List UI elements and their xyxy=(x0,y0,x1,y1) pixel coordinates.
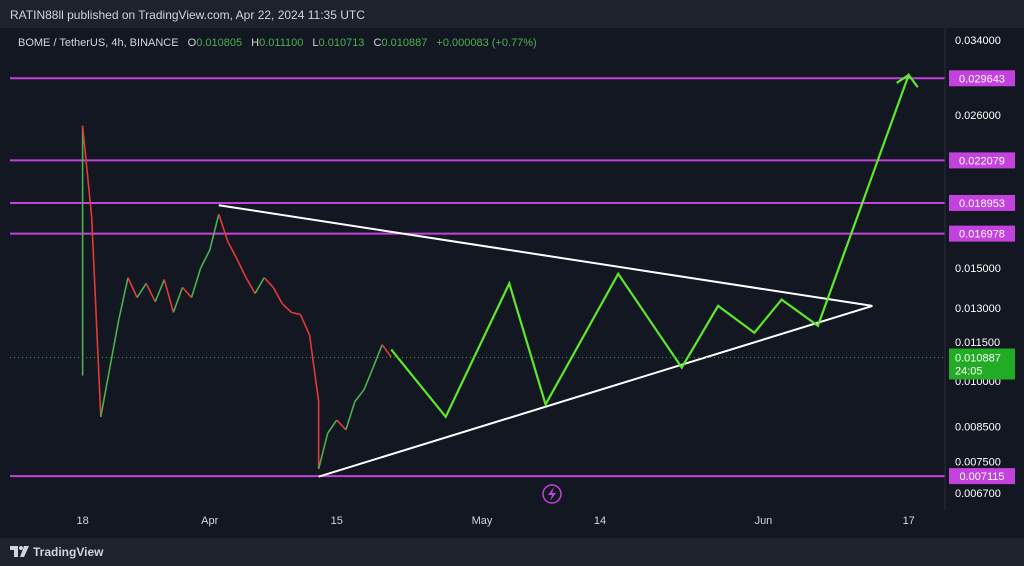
x-tick-label: Jun xyxy=(755,515,773,527)
y-tick-label: 0.008500 xyxy=(955,422,1001,434)
price-segment xyxy=(245,277,256,294)
level-tag xyxy=(949,225,1015,242)
price-segment xyxy=(291,311,301,316)
legend-line: BOME / TetherUS, 4h, BINANCE O0.010805 H… xyxy=(18,37,537,49)
price-segment xyxy=(254,277,265,294)
price-segment xyxy=(299,314,311,336)
legend-o-value: 0.010805 xyxy=(196,37,242,49)
price-segment xyxy=(272,287,284,305)
legend-h-label: H xyxy=(251,37,259,49)
price-segment xyxy=(99,367,111,417)
y-tick-label: 0.034000 xyxy=(955,35,1001,47)
current-price-label: 0.010887 xyxy=(955,353,1001,365)
price-segment xyxy=(118,277,129,320)
price-chart[interactable]: 0.029643 0.022079 0.018953 0.016978 0.007115… xyxy=(0,28,1024,538)
price-segment xyxy=(136,283,147,298)
price-segment xyxy=(236,258,247,278)
footer-brand: TradingView xyxy=(33,545,104,559)
projection-path xyxy=(390,72,919,419)
y-tick-label: 0.011500 xyxy=(955,337,1000,349)
price-segment xyxy=(81,125,93,218)
price-segment xyxy=(281,303,292,313)
y-tick-label: 0.006700 xyxy=(955,488,1001,500)
price-segment xyxy=(354,389,365,402)
y-tick-label: 0.013000 xyxy=(955,303,1001,315)
current-price-countdown: 24:05 xyxy=(955,366,983,378)
x-tick-label: May xyxy=(472,515,493,527)
price-segment xyxy=(336,419,347,431)
level-tag xyxy=(949,152,1015,169)
publisher-bar: RATIN88ll published on TradingView.com, … xyxy=(0,0,1024,28)
price-segment xyxy=(145,283,156,303)
price-segment xyxy=(218,214,229,242)
price-segment xyxy=(127,277,138,298)
x-tick-label: 17 xyxy=(903,515,915,527)
price-segment xyxy=(308,334,320,402)
legend-change: +0.000083 (+0.77%) xyxy=(436,37,536,49)
x-axis: 18 Apr 15 May 14 Jun 17 xyxy=(76,515,914,527)
triangle-upper-line xyxy=(218,204,873,307)
legend-l-label: L xyxy=(312,37,318,49)
level-tag-label: 0.018953 xyxy=(959,198,1005,210)
price-segment xyxy=(154,279,166,302)
y-tick-label: 0.015000 xyxy=(955,263,1001,275)
price-segment xyxy=(163,279,175,313)
price-segment xyxy=(181,286,193,299)
legend-o-label: O xyxy=(188,37,197,49)
price-segment xyxy=(363,367,374,390)
projection-arrowhead xyxy=(896,74,910,84)
price-series xyxy=(81,125,392,470)
price-segment xyxy=(345,401,356,431)
level-tag xyxy=(949,70,1015,87)
price-segment xyxy=(172,287,184,313)
lightning-icon[interactable] xyxy=(542,484,562,504)
price-segment xyxy=(327,419,338,434)
legend-h-value: 0.011100 xyxy=(259,37,303,49)
triangle-lower-line xyxy=(318,304,873,478)
y-tick-label: 0.007500 xyxy=(955,456,1001,468)
level-tag-label: 0.029643 xyxy=(959,73,1005,85)
x-tick-label: 14 xyxy=(594,515,606,527)
triangle-pattern xyxy=(218,204,873,478)
publisher-text: RATIN88ll published on TradingView.com, … xyxy=(10,8,365,22)
legend-symbol: BOME / TetherUS, 4h, BINANCE xyxy=(18,37,179,49)
level-tag-label: 0.016978 xyxy=(959,229,1005,241)
price-segment xyxy=(190,267,202,298)
price-segment xyxy=(372,344,383,368)
current-price-tag-bg xyxy=(949,348,1015,380)
legend-l-value: 0.010713 xyxy=(319,37,365,49)
price-segment xyxy=(199,249,211,269)
level-tag-label: 0.022079 xyxy=(959,155,1005,167)
price-segment xyxy=(109,318,120,368)
footer-bar: TradingView xyxy=(0,538,1024,566)
level-tag-label: 0.007115 xyxy=(959,471,1004,483)
level-tag xyxy=(949,468,1015,485)
price-segment xyxy=(263,277,274,288)
price-segment xyxy=(90,217,102,417)
legend-c-value: 0.010887 xyxy=(381,37,427,49)
y-axis: 0.034000 0.026000 0.015000 0.013000 0.011500… xyxy=(944,28,1001,510)
tradingview-logo-icon xyxy=(10,546,29,557)
chart-background xyxy=(0,28,1024,538)
x-tick-label: Apr xyxy=(201,515,218,527)
horizontal-levels: 0.029643 0.022079 0.018953 0.016978 0.007115 xyxy=(10,70,1015,485)
price-segment xyxy=(227,241,238,260)
price-segment xyxy=(381,344,392,358)
projection-line xyxy=(390,72,919,419)
y-tick-label: 0.026000 xyxy=(955,110,1001,122)
price-segment xyxy=(208,214,220,251)
legend-c-label: C xyxy=(374,37,382,49)
x-tick-label: 18 xyxy=(76,515,88,527)
level-tag xyxy=(949,194,1015,211)
x-tick-label: 15 xyxy=(331,515,343,527)
price-segment xyxy=(317,432,329,470)
